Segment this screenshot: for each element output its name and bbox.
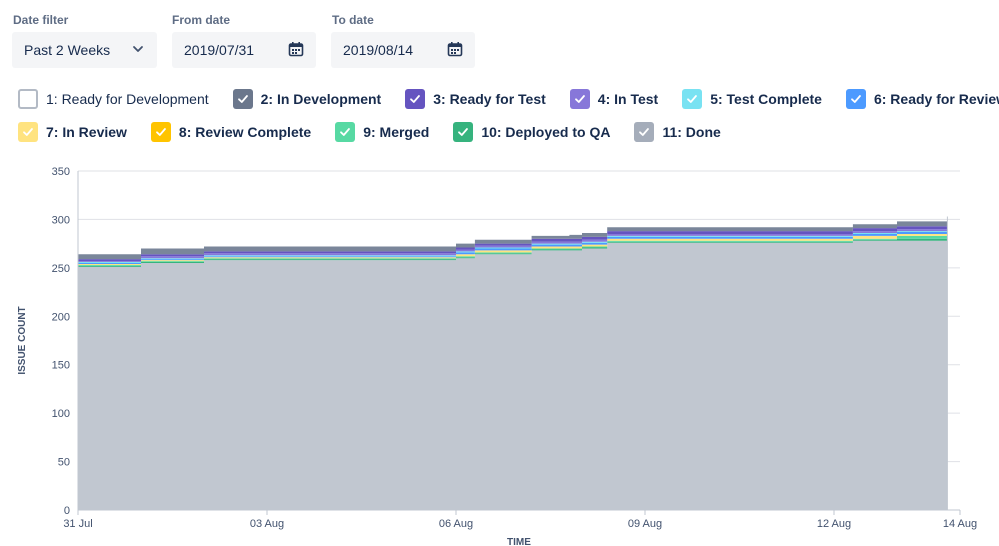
legend-item-in-review[interactable]: 7: In Review	[18, 122, 127, 142]
legend-item-ready-for-review[interactable]: 6: Ready for Review	[845, 89, 999, 109]
check-icon[interactable]	[634, 122, 655, 142]
x-tick-label: 09 Aug	[628, 518, 662, 530]
legend-label: 6: Ready for Review	[873, 91, 999, 107]
x-tick-label: 12 Aug	[817, 518, 851, 530]
legend-item-deployed-to-qa[interactable]: 10: Deployed to QA	[453, 122, 610, 142]
legend-item-ready-for-development[interactable]: 1: Ready for Development	[18, 89, 209, 109]
from-date-input[interactable]: 2019/07/31	[172, 32, 316, 68]
check-icon[interactable]	[150, 122, 171, 142]
check-icon[interactable]	[682, 89, 703, 109]
check-icon[interactable]	[453, 122, 474, 142]
y-tick-label: 200	[52, 311, 70, 323]
legend-label: 2: In Development	[260, 91, 382, 107]
area-series-done[interactable]	[78, 233, 948, 510]
legend-row-1: 1: Ready for Development 2: In Developme…	[18, 89, 999, 109]
legend-label: 8: Review Complete	[178, 124, 312, 140]
legend-label: 10: Deployed to QA	[481, 124, 611, 140]
y-tick-label: 300	[52, 214, 70, 226]
legend-label: 3: Ready for Test	[433, 91, 546, 107]
legend-row-2: 7: In Review 8: Review Complete 9: Merge…	[18, 122, 745, 142]
calendar-icon[interactable]	[447, 41, 463, 60]
checkbox-unchecked[interactable]	[18, 89, 38, 109]
area-series-ready-for-test[interactable]	[78, 221, 948, 262]
legend-item-in-development[interactable]: 2: In Development	[232, 89, 382, 109]
legend-item-in-test[interactable]: 4: In Test	[569, 89, 659, 109]
to-date-label: To date	[332, 13, 374, 27]
legend-item-merged[interactable]: 9: Merged	[335, 122, 429, 142]
date-filter-value: Past 2 Weeks	[24, 42, 111, 58]
from-date-label: From date	[172, 13, 231, 27]
axes: 0 50 100 150 200 250 300 350 31 Jul 03 Aug 06 Aug 0…	[52, 166, 977, 530]
legend-label: 7: In Review	[46, 124, 127, 140]
legend-item-ready-for-test[interactable]: 3: Ready for Test	[405, 89, 546, 109]
legend-item-done[interactable]: 11: Done	[634, 122, 721, 142]
legend-item-test-complete[interactable]: 5: Test Complete	[682, 89, 822, 109]
check-icon[interactable]	[569, 89, 590, 109]
y-tick-label: 150	[52, 360, 70, 372]
check-icon[interactable]	[845, 89, 866, 109]
legend-label: 4: In Test	[597, 91, 659, 107]
legend-item-review-complete[interactable]: 8: Review Complete	[150, 122, 312, 142]
stacked-areas	[78, 216, 948, 510]
x-tick-label: 14 Aug	[943, 518, 977, 530]
date-filter-label: Date filter	[13, 13, 69, 27]
y-axis-title: ISSUE COUNT	[17, 306, 28, 374]
check-icon[interactable]	[405, 89, 426, 109]
cumulative-flow-chart: 0 50 100 150 200 250 300 350 31 Jul 03 Aug 06 Aug 0…	[17, 166, 977, 546]
x-tick-label: 31 Jul	[63, 518, 92, 530]
legend-label: 1: Ready for Development	[46, 91, 209, 107]
x-tick-label: 03 Aug	[250, 518, 284, 530]
check-icon[interactable]	[232, 89, 253, 109]
x-tick-label: 06 Aug	[439, 518, 473, 530]
legend-label: 5: Test Complete	[710, 91, 822, 107]
y-tick-label: 50	[58, 457, 70, 469]
x-axis-title: TIME	[507, 537, 531, 546]
y-tick-label: 350	[52, 166, 70, 178]
calendar-icon[interactable]	[288, 41, 304, 60]
y-tick-label: 250	[52, 263, 70, 275]
check-icon[interactable]	[335, 122, 356, 142]
y-tick-label: 0	[64, 505, 70, 517]
legend-label: 11: Done	[662, 124, 721, 140]
legend-label: 9: Merged	[363, 124, 430, 140]
area-series-in-development[interactable]	[78, 216, 948, 260]
date-filter-select[interactable]: Past 2 Weeks	[12, 32, 157, 68]
to-date-value: 2019/08/14	[343, 42, 414, 58]
check-icon[interactable]	[18, 122, 38, 142]
y-tick-label: 100	[52, 408, 70, 420]
chevron-down-icon	[131, 42, 145, 59]
to-date-input[interactable]: 2019/08/14	[331, 32, 475, 68]
from-date-value: 2019/07/31	[184, 42, 255, 58]
